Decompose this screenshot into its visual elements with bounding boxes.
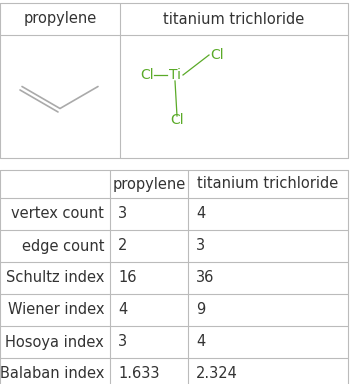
Text: Ti: Ti bbox=[169, 68, 181, 82]
Text: 4: 4 bbox=[196, 207, 205, 222]
Text: Cl: Cl bbox=[210, 48, 224, 62]
Text: Cl: Cl bbox=[170, 113, 184, 127]
Text: propylene: propylene bbox=[113, 177, 186, 192]
Text: Schultz index: Schultz index bbox=[6, 270, 104, 285]
Text: Hosoya index: Hosoya index bbox=[5, 334, 104, 349]
Text: 2: 2 bbox=[118, 238, 127, 253]
Text: 9: 9 bbox=[196, 303, 205, 318]
Text: titanium trichloride: titanium trichloride bbox=[197, 177, 339, 192]
Text: vertex count: vertex count bbox=[11, 207, 104, 222]
Text: Wiener index: Wiener index bbox=[7, 303, 104, 318]
Text: edge count: edge count bbox=[22, 238, 104, 253]
Text: 2.324: 2.324 bbox=[196, 366, 238, 381]
Text: 1.633: 1.633 bbox=[118, 366, 159, 381]
Text: propylene: propylene bbox=[23, 12, 97, 26]
Text: Cl: Cl bbox=[140, 68, 154, 82]
Text: titanium trichloride: titanium trichloride bbox=[163, 12, 305, 26]
Text: 4: 4 bbox=[196, 334, 205, 349]
Text: 3: 3 bbox=[196, 238, 205, 253]
Text: 3: 3 bbox=[118, 207, 127, 222]
Text: 16: 16 bbox=[118, 270, 137, 285]
Text: 36: 36 bbox=[196, 270, 214, 285]
Text: Balaban index: Balaban index bbox=[0, 366, 104, 381]
Text: 4: 4 bbox=[118, 303, 127, 318]
Text: 3: 3 bbox=[118, 334, 127, 349]
